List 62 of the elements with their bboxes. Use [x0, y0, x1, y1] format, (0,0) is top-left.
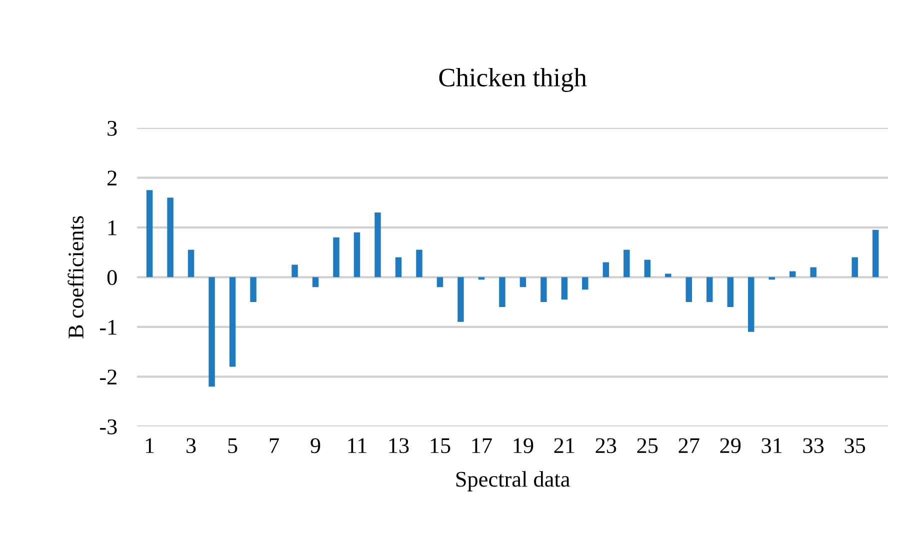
bar	[852, 257, 858, 278]
bar	[706, 277, 713, 302]
bar	[416, 250, 422, 278]
bar	[146, 190, 153, 278]
bar	[810, 267, 816, 278]
x-axis-title: Spectral data	[456, 471, 570, 492]
bar	[478, 277, 485, 280]
bar	[872, 230, 879, 278]
bar	[374, 212, 381, 278]
bar	[436, 277, 444, 288]
chart-title: Chicken thigh	[439, 68, 587, 92]
bar	[292, 264, 298, 278]
bar	[229, 277, 236, 367]
bar	[312, 277, 319, 288]
x-tick-label: 3	[186, 438, 196, 454]
y-tick-label: 2	[108, 170, 116, 186]
x-tick-label: 27	[678, 438, 700, 453]
bar	[540, 277, 547, 302]
bar	[188, 250, 194, 278]
y-axis-title: B coefficients	[68, 216, 84, 338]
bar	[624, 250, 630, 278]
bar	[602, 262, 610, 278]
x-tick-label: 1	[146, 438, 154, 453]
bar	[582, 277, 588, 290]
bar	[208, 277, 215, 387]
bar	[561, 277, 568, 300]
y-tick-label: 1	[108, 220, 116, 236]
y-tick-label: 0	[107, 270, 117, 286]
y-tick-label: -1	[100, 320, 116, 335]
y-tick-label: 3	[108, 120, 117, 136]
x-tick-label: 33	[803, 438, 824, 454]
x-tick-label: 29	[720, 438, 741, 454]
bar	[644, 260, 651, 278]
bar	[354, 232, 360, 278]
x-tick-label: 25	[637, 438, 658, 454]
bar	[748, 277, 754, 332]
x-tick-label: 21	[554, 438, 574, 453]
bar	[250, 277, 256, 302]
x-tick-label: 19	[514, 438, 534, 454]
bar	[768, 277, 775, 280]
x-tick-label: 9	[310, 438, 320, 454]
bar	[458, 277, 464, 322]
bar	[167, 198, 174, 278]
bar	[333, 237, 340, 278]
x-tick-label: 5	[228, 438, 238, 454]
bar	[665, 274, 672, 278]
bar	[395, 257, 402, 278]
x-tick-label: 17	[472, 438, 492, 453]
x-tick-label: 11	[348, 438, 366, 453]
x-tick-label: 23	[596, 438, 616, 454]
x-tick-label: 31	[762, 438, 782, 454]
x-tick-label: 7	[270, 438, 279, 453]
x-tick-label: 13	[389, 438, 409, 454]
y-tick-label: -2	[100, 370, 116, 384]
bar	[686, 277, 692, 302]
x-tick-label: 15	[430, 438, 450, 454]
bar	[520, 277, 526, 288]
bar	[499, 277, 506, 308]
bar	[727, 277, 734, 308]
bar	[789, 271, 796, 278]
x-tick-label: 35	[844, 438, 866, 454]
y-tick-label: -3	[100, 419, 117, 434]
